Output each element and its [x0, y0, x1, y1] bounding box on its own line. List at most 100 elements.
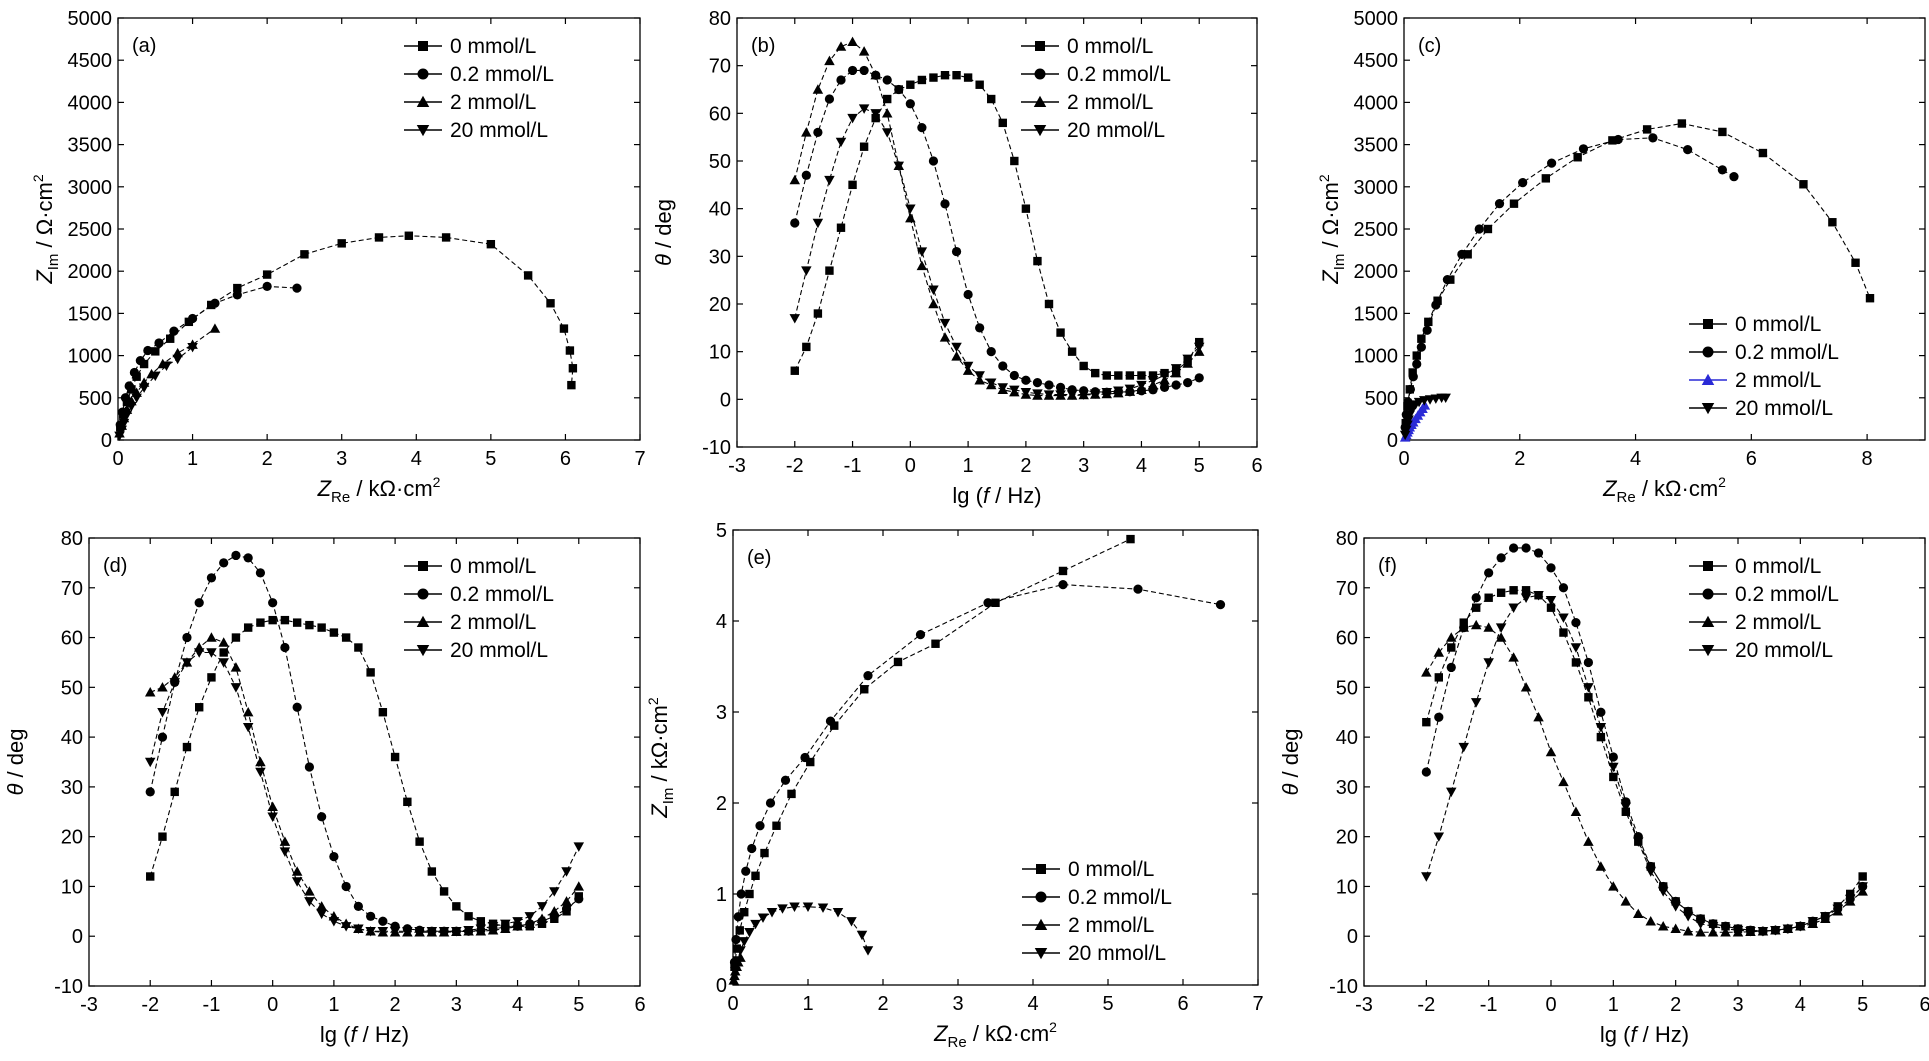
data-point — [426, 927, 438, 937]
data-point — [997, 383, 1009, 393]
data-point — [1148, 371, 1158, 380]
y-tick-label: 4000 — [1354, 92, 1399, 114]
data-point — [1732, 926, 1744, 936]
data-point — [118, 418, 130, 429]
data-point — [195, 703, 204, 712]
data-point — [744, 928, 755, 938]
data-point — [824, 94, 835, 104]
data-point — [1433, 832, 1445, 842]
data-point — [524, 912, 536, 922]
data-point — [1215, 600, 1226, 610]
data-point — [745, 889, 754, 899]
data-point — [206, 632, 217, 642]
data-point — [1159, 371, 1170, 381]
data-point — [985, 378, 997, 388]
x-tick-label: 0 — [267, 994, 278, 1016]
data-point — [1670, 902, 1681, 912]
x-tick-label: -1 — [844, 455, 862, 477]
data-point — [1114, 371, 1123, 380]
x-tick-label: -2 — [786, 455, 804, 477]
data-point — [848, 180, 857, 190]
data-point — [870, 69, 881, 80]
legend-entry: 20 mmol/L — [1735, 397, 1833, 420]
data-point — [404, 231, 414, 240]
y-tick-label: 5000 — [1354, 8, 1399, 30]
data-point — [1424, 317, 1433, 327]
y-tick-label: 500 — [79, 388, 112, 410]
data-point — [316, 909, 327, 920]
panel-e-frame — [732, 529, 1259, 986]
legend-marker — [416, 645, 430, 657]
legend-marker — [1034, 918, 1048, 930]
data-point — [780, 775, 791, 785]
legend-entry: 0.2 mmol/L — [450, 583, 554, 606]
y-tick-label: 1000 — [1354, 346, 1399, 368]
data-point — [881, 128, 893, 138]
data-point — [1422, 717, 1431, 727]
data-point — [1608, 762, 1619, 773]
data-point — [231, 633, 241, 642]
data-point — [1844, 894, 1856, 905]
data-point — [536, 902, 548, 912]
data-point — [1657, 921, 1669, 931]
data-point — [230, 662, 242, 672]
x-tick-label: -3 — [80, 994, 98, 1016]
data-point — [1620, 896, 1632, 906]
data-point — [1483, 658, 1494, 668]
data-point — [209, 323, 221, 333]
y-tick-label: 1000 — [68, 346, 113, 368]
data-point — [1521, 543, 1531, 553]
y-tick-label: 2000 — [68, 261, 113, 283]
data-point — [561, 867, 572, 877]
legend-entry: 2 mmol/L — [450, 91, 536, 114]
data-point — [573, 842, 585, 852]
y-tick-label: 3 — [716, 702, 727, 724]
data-point — [341, 881, 351, 892]
data-point — [1463, 250, 1472, 259]
data-point — [1133, 584, 1143, 594]
legend-marker — [418, 41, 428, 51]
data-point — [129, 367, 140, 378]
data-point — [825, 266, 834, 275]
data-point — [1496, 553, 1506, 563]
y-tick-label: 20 — [709, 294, 731, 316]
data-point — [132, 372, 141, 381]
data-point — [1657, 887, 1669, 897]
data-point — [1596, 732, 1606, 742]
data-point — [374, 233, 384, 242]
legend-marker — [1035, 891, 1047, 903]
data-point — [219, 558, 229, 568]
data-point — [1078, 390, 1089, 400]
x-tick-label: 1 — [963, 455, 974, 477]
data-point — [998, 118, 1007, 128]
data-point — [291, 877, 303, 887]
data-point — [390, 752, 400, 762]
panel-b-y-title: θ / deg — [651, 199, 676, 266]
y-tick-label: 40 — [709, 199, 731, 221]
x-tick-label: 1 — [328, 994, 339, 1016]
x-tick-label: 6 — [634, 994, 645, 1016]
data-point — [1440, 393, 1451, 404]
data-point — [1729, 172, 1739, 182]
legend-entry: 20 mmol/L — [1735, 639, 1833, 662]
data-point — [1633, 837, 1644, 847]
data-point — [731, 934, 741, 945]
data-point — [304, 886, 315, 896]
x-tick-label: -2 — [1417, 994, 1435, 1016]
legend-marker — [1033, 95, 1047, 107]
data-point — [998, 361, 1008, 371]
data-point — [1126, 534, 1135, 544]
data-point — [905, 99, 915, 109]
data-point — [151, 347, 160, 356]
panel-e: 0 1 2 3 4 5 6 7 0 1 2 3 4 5 0 mmol/L 0.2 mmol/L 2 mmol/… — [645, 520, 1264, 1051]
data-point — [187, 342, 198, 353]
data-point — [182, 742, 192, 752]
x-tick-label: 4 — [411, 448, 422, 470]
data-point — [1851, 258, 1860, 267]
data-point — [1620, 802, 1632, 813]
y-tick-label: 5 — [716, 520, 727, 542]
y-tick-label: 2500 — [1354, 219, 1399, 241]
